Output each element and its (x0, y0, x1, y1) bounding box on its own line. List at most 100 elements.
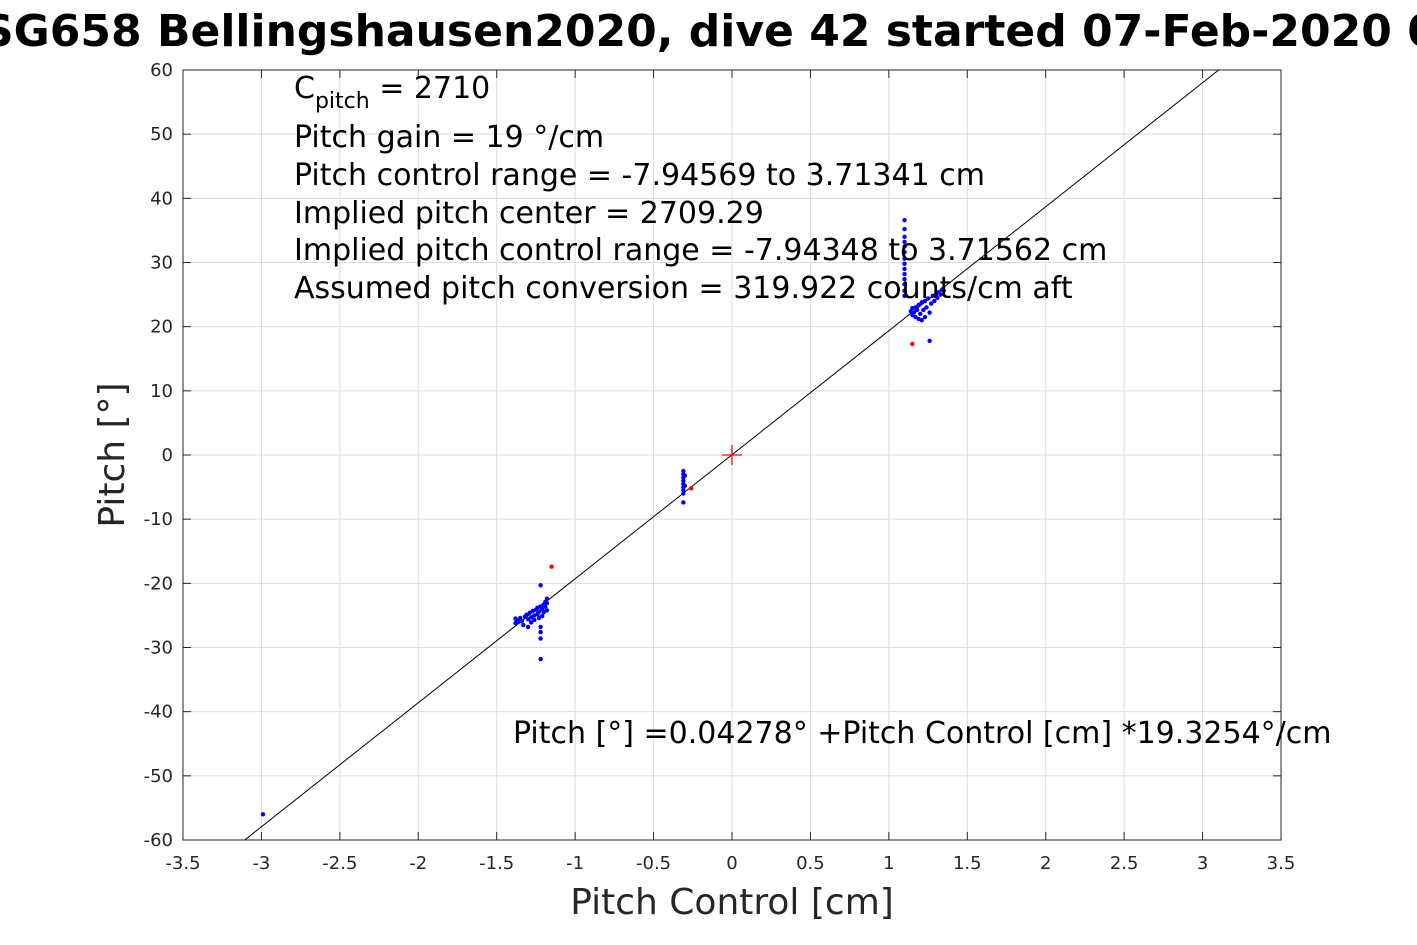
y-tick-label: 10 (150, 381, 173, 402)
x-tick-label: -1.5 (479, 853, 514, 874)
annotation-assumed-pitch-conversion: Assumed pitch conversion = 319.922 count… (294, 271, 1073, 306)
data-point (544, 596, 550, 601)
y-tick-label: 50 (150, 124, 173, 145)
y-tick-label: 60 (150, 60, 173, 81)
data-point (681, 478, 686, 483)
x-tick-label: 3.5 (1267, 853, 1296, 874)
data-point (921, 307, 926, 313)
data-point (902, 276, 907, 282)
data-point (941, 288, 946, 293)
data-point (544, 601, 550, 606)
ticks: -3.5 -3 -2.5 -2 -1.5 -1 -0.5 0 0.5 1 1.5 2 2.5 3 3.5 -6… (144, 60, 1296, 874)
y-tick-label: 0 (162, 445, 173, 466)
x-tick-label: 2.5 (1110, 853, 1139, 874)
y-tick-label: -50 (144, 766, 173, 787)
data-point (911, 310, 917, 315)
data-point (540, 613, 545, 619)
annotation-block: Cpitch = 2710 Pitch gain = 19 °/cm Pitch… (294, 71, 1107, 306)
data-point (902, 217, 907, 223)
data-point (919, 318, 924, 323)
data-point (932, 298, 937, 304)
data-point (529, 620, 534, 625)
data-point (902, 271, 907, 277)
data-point (538, 583, 543, 588)
flagged-data-point (549, 564, 554, 569)
x-tick-label: 3 (1197, 853, 1208, 874)
data-point (519, 618, 525, 624)
data-point (902, 261, 907, 266)
y-tick-label: 40 (150, 188, 173, 209)
data-point (922, 314, 928, 320)
x-tick-label: 1.5 (953, 853, 982, 874)
x-tick-label: -3.5 (165, 853, 200, 874)
flagged-data-point (689, 486, 694, 491)
x-tick-label: -2 (409, 853, 427, 874)
data-point (902, 226, 907, 232)
data-point (525, 624, 531, 630)
data-point (538, 636, 543, 641)
center-marker-group (722, 445, 742, 465)
data-points (260, 217, 946, 817)
y-tick-label: -60 (144, 830, 173, 851)
data-point (916, 302, 921, 308)
y-tick-label: 30 (150, 253, 173, 274)
annotation-cpitch-main: C (294, 71, 315, 106)
chart-title: SG658 Bellingshausen2020, dive 42 starte… (0, 6, 1417, 57)
data-point (544, 608, 550, 613)
annotation-cpitch-rest: = 2710 (370, 71, 491, 106)
data-point (902, 256, 907, 261)
data-point (935, 295, 940, 300)
data-point (927, 338, 932, 343)
x-tick-label: -1 (566, 853, 584, 874)
data-point (681, 491, 686, 496)
annotation-implied-pitch-control-range: Implied pitch control range = -7.94348 t… (294, 233, 1107, 268)
annotation-cpitch-sub: pitch (315, 89, 370, 114)
data-point (532, 617, 537, 623)
y-tick-label: -30 (144, 638, 173, 659)
annotation-pitch-gain: Pitch gain = 19 °/cm (294, 120, 604, 155)
data-point (902, 244, 907, 249)
data-point (914, 307, 920, 313)
x-tick-label: 2 (1040, 853, 1051, 874)
data-point (925, 296, 931, 301)
data-point (681, 500, 686, 505)
data-point (918, 311, 923, 317)
fit-equation: Pitch [°] =0.04278° +Pitch Control [cm] … (513, 716, 1331, 751)
x-tick-label: 0.5 (796, 853, 825, 874)
annotation-implied-pitch-center: Implied pitch center = 2709.29 (294, 196, 764, 231)
data-point (902, 288, 907, 293)
data-point (902, 282, 907, 287)
y-axis-label: Pitch [°] (92, 382, 133, 527)
data-point (681, 468, 686, 474)
x-tick-label: -3 (252, 853, 270, 874)
data-point (521, 622, 526, 628)
data-point (538, 629, 543, 635)
x-tick-label: 0 (726, 853, 737, 874)
data-point (902, 266, 907, 272)
annotation-pitch-control-range: Pitch control range = -7.94569 to 3.7134… (294, 158, 985, 193)
data-point (927, 310, 932, 315)
data-point (682, 483, 688, 488)
data-point (260, 812, 266, 817)
data-point (536, 609, 542, 614)
data-point (902, 293, 907, 299)
y-tick-label: -20 (144, 573, 173, 594)
x-axis-label: Pitch Control [cm] (570, 882, 894, 923)
flagged-data-point (910, 341, 915, 347)
data-point (682, 473, 688, 478)
data-point (538, 624, 543, 630)
y-tick-label: 20 (150, 317, 173, 338)
data-point (538, 656, 543, 662)
data-point (924, 305, 929, 310)
data-point (929, 301, 934, 306)
y-tick-label: -40 (144, 702, 173, 723)
x-tick-label: 1 (883, 853, 894, 874)
x-tick-label: -0.5 (636, 853, 671, 874)
x-tick-label: -2.5 (322, 853, 357, 874)
data-point (938, 292, 943, 297)
data-point (681, 488, 686, 493)
data-point (902, 234, 907, 240)
data-point (902, 239, 907, 245)
data-point (902, 250, 907, 255)
